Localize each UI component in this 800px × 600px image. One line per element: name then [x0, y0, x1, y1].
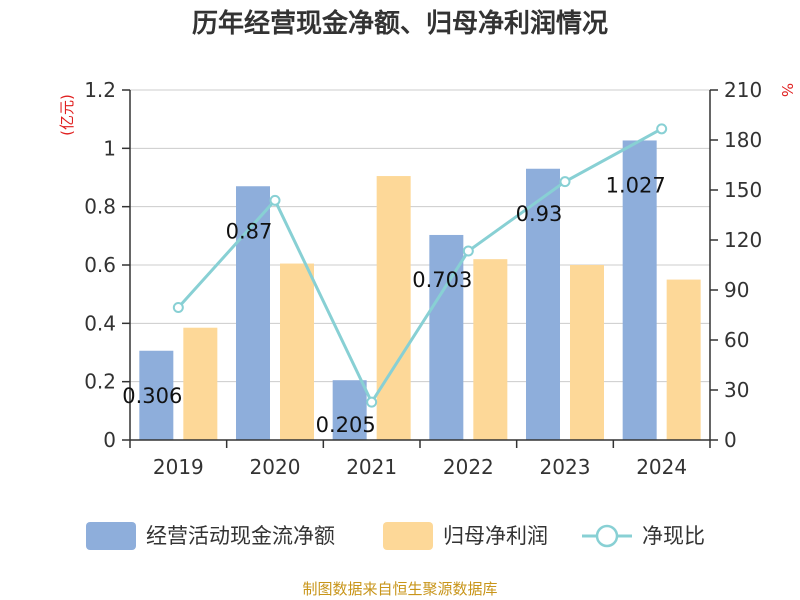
ratio-line [177, 127, 663, 406]
x-axis-tick-label: 2024 [636, 455, 687, 479]
x-axis-tick-label: 2019 [153, 455, 204, 479]
right-axis-tick-label: 60 [724, 328, 749, 352]
legend-swatch-cashflow [86, 522, 136, 550]
right-axis-unit: % [778, 83, 796, 97]
ratio-line-series [172, 123, 668, 408]
x-axis-tick-label: 2020 [250, 455, 301, 479]
left-axis-tick-label: 0.6 [84, 253, 116, 277]
cashflow-bar [526, 168, 560, 440]
legend-swatch-net-profit [383, 522, 433, 550]
ratio-point [559, 176, 571, 188]
cashflow-data-label: 0.87 [226, 219, 273, 243]
data-labels: 0.306 0.87 0.205 0.703 0.93 1.027 [122, 173, 665, 437]
right-axis-tick-label: 0 [724, 428, 737, 452]
cashflow-bar [139, 350, 174, 440]
axes: 0 0.2 0.4 0.6 0.8 1 1.2 0 30 60 90 120 150 180 210 2019… [84, 78, 762, 479]
cashflow-data-label: 1.027 [606, 173, 666, 197]
legend-label-ratio: 净现比 [642, 524, 705, 548]
right-axis-tick-label: 210 [724, 78, 762, 102]
left-axis-tick-label: 0.2 [84, 370, 116, 394]
source-note: 制图数据来自恒生聚源数据库 [302, 580, 497, 598]
right-axis-tick-label: 30 [724, 378, 749, 402]
cashflow-data-label: 0.306 [122, 384, 182, 408]
net-profit-bar [183, 327, 218, 440]
left-axis-tick-label: 1.2 [84, 78, 116, 102]
bar-marks [139, 140, 701, 441]
cashflow-bar [622, 140, 657, 441]
cashflow-data-label: 0.703 [412, 268, 472, 292]
ratio-point [656, 123, 668, 135]
left-axis-tick-label: 0 [103, 428, 116, 452]
left-axis-tick-label: 0.4 [84, 311, 116, 335]
net-profit-bar [570, 265, 604, 440]
right-axis-tick-label: 120 [724, 228, 762, 252]
right-axis-tick-label: 150 [724, 178, 762, 202]
cashflow-bar [236, 186, 270, 440]
left-axis-tick-label: 1 [103, 136, 116, 160]
net-profit-bar [473, 259, 508, 440]
legend-label-net-profit: 归母净利润 [443, 524, 548, 548]
legend-marker-ratio [595, 524, 619, 548]
net-profit-bar [280, 263, 314, 440]
ratio-point [269, 194, 281, 206]
left-axis-tick-label: 0.8 [84, 195, 116, 219]
cashflow-data-label: 0.93 [516, 202, 563, 226]
cashflow-data-label: 0.205 [316, 413, 376, 437]
ratio-point [366, 396, 378, 408]
x-axis-tick-label: 2021 [346, 455, 397, 479]
ratio-point [172, 302, 184, 313]
legend-label-cashflow: 经营活动现金流净额 [146, 524, 335, 548]
right-axis-tick-label: 90 [724, 278, 749, 302]
chart-title: 历年经营现金净额、归母净利润情况 [192, 8, 608, 39]
grid-lines [130, 89, 710, 383]
x-axis-tick-label: 2022 [443, 455, 494, 479]
right-axis-tick-label: 180 [724, 128, 762, 152]
legend: 经营活动现金流净额 归母净利润 净现比 [86, 522, 705, 550]
left-axis-unit: (亿元) [58, 94, 76, 136]
ratio-point [462, 245, 474, 257]
cashflow-bar [332, 380, 367, 440]
x-axis-tick-label: 2023 [540, 455, 591, 479]
net-profit-bar [666, 279, 701, 440]
net-profit-bar [376, 176, 411, 440]
